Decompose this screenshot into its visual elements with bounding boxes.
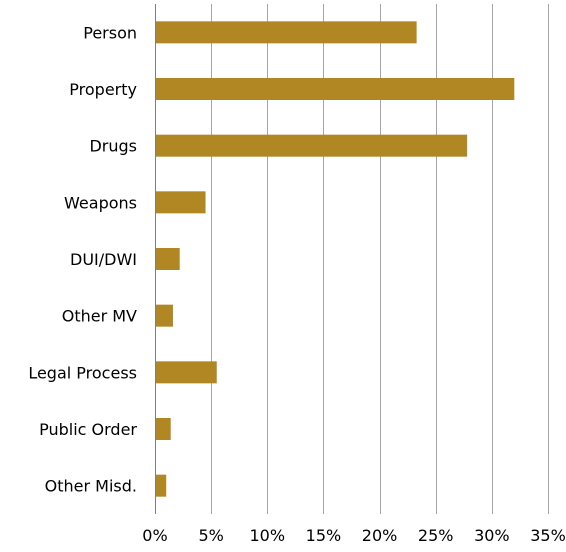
category-label: Weapons xyxy=(64,193,137,212)
bar xyxy=(155,474,167,497)
x-tick-label: 25% xyxy=(418,526,454,545)
x-tick-labels: 0% 5% 10% 15% 20% 25% 30% 35% xyxy=(142,526,565,545)
x-tick-label: 15% xyxy=(306,526,342,545)
category-label: Legal Process xyxy=(28,363,137,382)
bar xyxy=(155,191,206,214)
x-tick-label: 30% xyxy=(474,526,510,545)
category-label: DUI/DWI xyxy=(70,250,137,269)
bars xyxy=(155,21,515,497)
category-label: Person xyxy=(83,23,137,42)
bar xyxy=(155,248,180,270)
bar xyxy=(155,304,173,327)
bar xyxy=(155,134,468,157)
x-tick-label: 0% xyxy=(142,526,167,545)
bar xyxy=(155,78,515,100)
x-tick-label: 35% xyxy=(530,526,566,545)
x-tick-label: 5% xyxy=(198,526,223,545)
category-label: Other MV xyxy=(62,307,137,326)
bar xyxy=(155,418,171,440)
category-label: Public Order xyxy=(39,420,137,439)
x-tick-label: 20% xyxy=(362,526,398,545)
x-tick-label: 10% xyxy=(250,526,286,545)
category-label: Other Misd. xyxy=(45,477,137,496)
category-label: Drugs xyxy=(89,137,137,156)
bar xyxy=(155,21,417,44)
category-labels: Person Property Drugs Weapons DUI/DWI Other M… xyxy=(28,23,137,495)
bar xyxy=(155,361,217,384)
category-label: Property xyxy=(69,80,137,99)
